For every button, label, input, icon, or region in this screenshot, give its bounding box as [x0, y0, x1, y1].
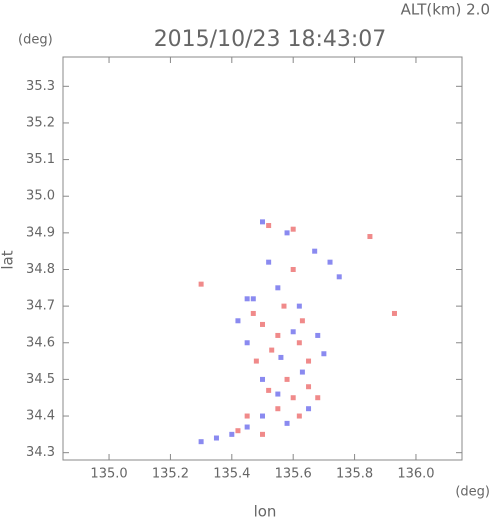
y-label: lat	[0, 250, 17, 269]
echo-point	[213, 435, 219, 441]
echo-point	[275, 285, 281, 291]
y-tick-label: 35.3	[26, 79, 55, 94]
echo-point	[244, 413, 250, 419]
x-tick-label: 135.0	[90, 467, 127, 482]
echo-point	[391, 310, 397, 316]
x-tick-label: 135.2	[152, 467, 189, 482]
echo-point	[299, 369, 305, 375]
x-tick-label: 135.8	[336, 467, 373, 482]
echo-point	[260, 431, 265, 437]
echo-point	[290, 395, 296, 401]
echo-point	[253, 358, 259, 364]
x-tick-label: 136.0	[397, 467, 434, 482]
echo-point	[266, 387, 272, 393]
y-tick-label: 34.5	[26, 372, 55, 387]
y-tick-label: 35.0	[26, 189, 55, 204]
echo-point	[244, 340, 250, 346]
echo-point	[244, 424, 250, 430]
echo-point	[250, 310, 256, 316]
echo-point	[266, 259, 272, 265]
echo-point	[244, 296, 250, 302]
echo-point	[296, 413, 302, 419]
echo-point	[327, 259, 333, 265]
echo-point	[315, 332, 321, 338]
echo-point	[275, 406, 281, 412]
echo-point	[198, 439, 204, 445]
x-tick-label: 135.4	[213, 467, 250, 482]
echo-point	[306, 358, 312, 364]
echo-point	[367, 234, 373, 240]
echo-point	[260, 219, 265, 225]
y-tick-label: 34.7	[26, 299, 55, 314]
echo-point	[290, 329, 296, 335]
echo-point	[275, 391, 281, 397]
echo-point	[229, 431, 235, 437]
y-tick-label: 34.4	[26, 409, 55, 424]
y-tick-label: 34.6	[26, 335, 55, 350]
echo-point	[336, 274, 342, 280]
echo-point	[315, 395, 321, 401]
echo-point	[299, 318, 305, 324]
echo-point	[235, 318, 241, 324]
altitude: ALT(km) 2.0	[401, 1, 490, 19]
y-tick-label: 34.8	[26, 262, 55, 277]
echo-point	[306, 406, 312, 412]
echo-point	[250, 296, 256, 302]
echo-point	[275, 332, 281, 338]
plot-frame	[62, 56, 463, 461]
echo-point	[321, 351, 327, 357]
echo-point	[290, 266, 296, 272]
echo-point	[284, 420, 290, 426]
echo-point	[260, 321, 265, 327]
y-tick-label: 35.1	[26, 152, 55, 167]
echo-point	[260, 413, 265, 419]
y-tick-label: 35.2	[26, 115, 55, 130]
echo-point	[290, 226, 296, 232]
echo-point	[235, 428, 241, 434]
echo-point	[284, 230, 290, 236]
echo-point	[296, 340, 302, 346]
echo-point	[269, 347, 275, 353]
echo-point	[306, 384, 312, 390]
echo-point	[281, 303, 287, 309]
y-tick-label: 34.3	[26, 445, 55, 460]
echo-point	[266, 223, 272, 229]
x-tick-label: 135.6	[275, 467, 312, 482]
echo-point	[284, 376, 290, 382]
echo-point	[198, 281, 204, 287]
x-unit: (deg)	[455, 485, 490, 500]
echo-point	[296, 303, 302, 309]
x-label: lon	[254, 503, 277, 521]
chart-title: 2015/10/23 18:43:07	[154, 27, 387, 52]
echo-point	[260, 376, 265, 382]
y-tick-label: 34.9	[26, 225, 55, 240]
echo-point	[312, 248, 318, 254]
echo-point	[278, 354, 284, 360]
y-unit: (deg)	[18, 33, 53, 48]
